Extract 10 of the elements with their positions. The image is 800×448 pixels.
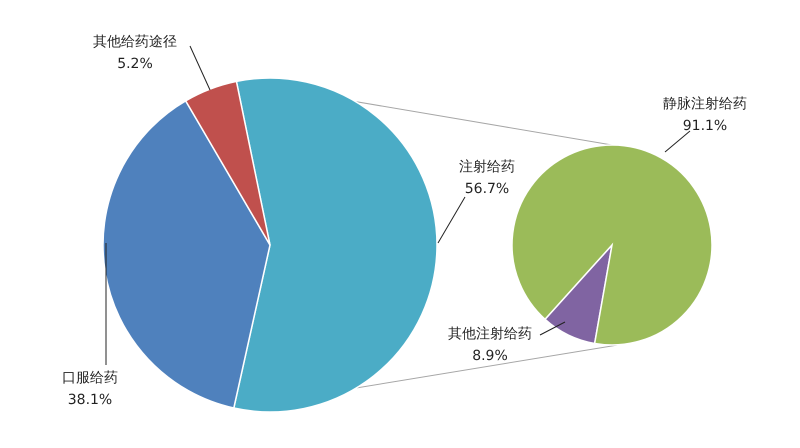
- slice-label: 其他给药途径: [93, 34, 177, 50]
- data-label: 5.2%: [117, 56, 153, 72]
- data-label: 91.1%: [682, 118, 728, 134]
- slice-label: 静脉注射给药: [663, 96, 747, 112]
- slice-label: 口服给药: [62, 370, 118, 386]
- data-label: 56.7%: [464, 181, 510, 197]
- slice-label: 其他注射给药: [448, 326, 532, 342]
- data-label: 38.1%: [68, 392, 112, 408]
- data-label: 8.9%: [472, 348, 508, 364]
- slice-label: 注射给药: [459, 159, 515, 175]
